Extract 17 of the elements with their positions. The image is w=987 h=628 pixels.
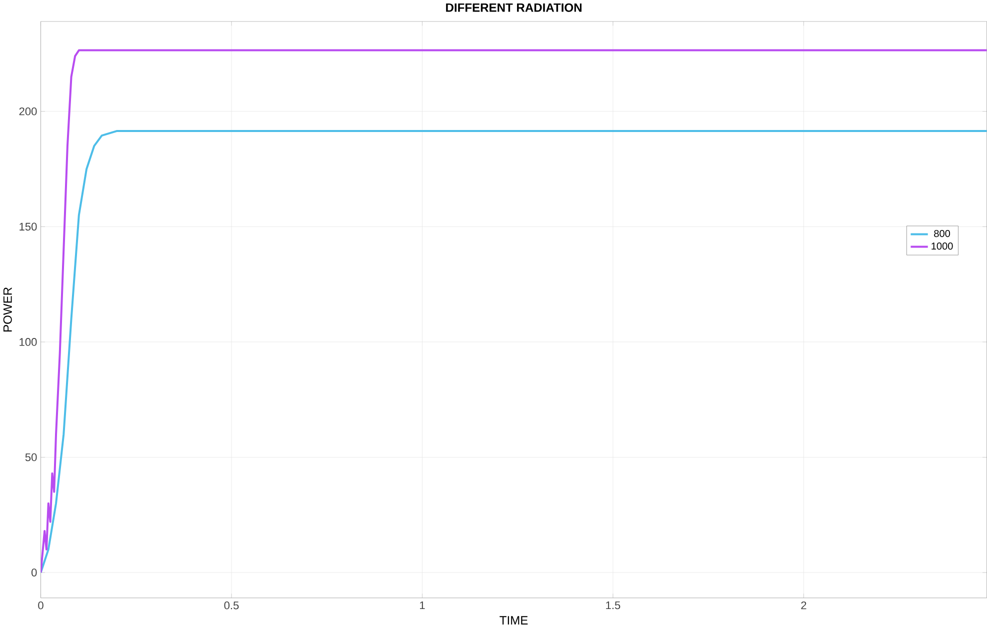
x-tick-label: 1.5	[606, 602, 620, 610]
line-series	[40, 49, 987, 574]
y-axis-title: POWER	[3, 288, 12, 332]
x-tick-label: 0.5	[224, 602, 239, 610]
legend-label: 800	[934, 230, 950, 238]
x-tick-label: 0	[38, 602, 44, 610]
y-tick-label: 100	[20, 338, 37, 346]
line-series	[40, 130, 987, 574]
chart-title: DIFFERENT RADIATION	[446, 3, 582, 12]
y-tick-label: 150	[20, 222, 37, 231]
x-tick-label: 1	[420, 602, 425, 610]
y-tick-label: 200	[19, 108, 37, 116]
y-tick-label: 0	[31, 568, 37, 577]
y-tick-label: 50	[25, 453, 37, 462]
x-axis-title: TIME	[500, 616, 528, 625]
x-tick-label: 2	[801, 602, 806, 610]
legend-label: 1000	[932, 242, 953, 250]
